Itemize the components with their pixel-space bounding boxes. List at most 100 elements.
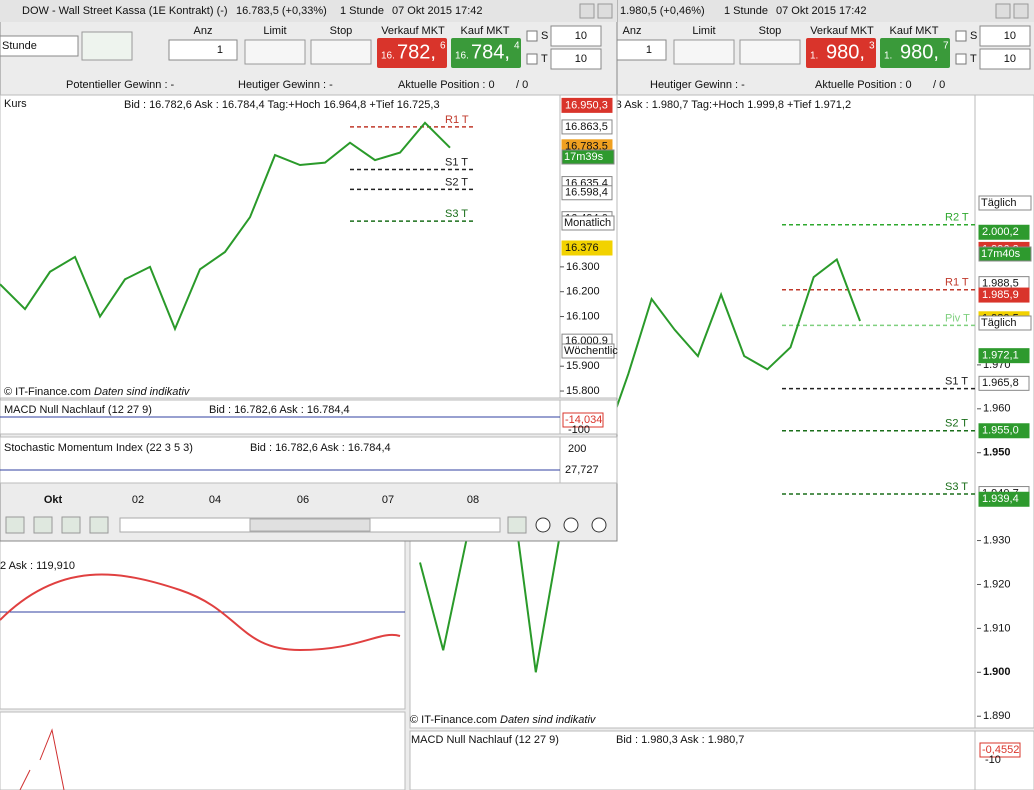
back-left-panel	[0, 540, 406, 710]
macd-bid: Bid : 1.980,3 Ask : 1.980,7	[616, 734, 744, 746]
macd-title: MACD Null Nachlauf (12 27 9)	[4, 404, 152, 416]
price-marker-label: 1.972,1	[982, 350, 1019, 362]
status: Potentieller Gewinn : -	[66, 79, 175, 91]
price-marker	[561, 185, 613, 201]
minimize-button[interactable]	[995, 3, 1011, 19]
y-tick-label: 16.200	[566, 286, 600, 298]
x-tick-label: Okt	[44, 494, 63, 506]
disclaimer: Daten sind indikativ	[94, 386, 191, 398]
label: Stop	[330, 25, 353, 37]
y-tick-label: 1.890	[983, 710, 1011, 722]
y-tick-label: 16.300	[566, 261, 600, 273]
qty-value: 10	[575, 53, 587, 65]
y-tick-label: 1.920	[983, 578, 1011, 590]
x-tick-label: 06	[297, 494, 309, 506]
label: Verkauf MKT	[381, 25, 445, 37]
sell-price: 782,	[397, 41, 436, 63]
buy-button[interactable]	[880, 38, 950, 68]
limit-button[interactable]	[244, 39, 306, 65]
minimize-button[interactable]	[579, 3, 595, 19]
bid-ask: Bid : 1.980,3 Ask : 1.980,7 Tag:+Hoch 1.…	[560, 99, 851, 111]
qty-value: 10	[1004, 53, 1016, 65]
interval: 1 Stunde	[724, 5, 768, 17]
buy-price-pip: 7	[943, 41, 949, 52]
qty-input[interactable]	[550, 48, 602, 70]
stop-button[interactable]	[310, 39, 372, 65]
price-marker-label: 2.000,2	[982, 226, 1019, 238]
y-tick-label: 1.910	[983, 622, 1011, 634]
anz-value: 1	[217, 44, 223, 56]
marker-note-box	[561, 343, 615, 359]
marker-note: 17m39s	[564, 151, 604, 163]
qty-input[interactable]	[979, 25, 1031, 47]
zoom-fit-button[interactable]	[535, 517, 551, 533]
bid-ask: Bid : 16.782,6 Ask : 16.784,4 Tag:+Hoch …	[124, 99, 440, 111]
price-marker	[978, 423, 1030, 439]
macd-tick: -100	[568, 424, 590, 436]
price-marker-label: 16.598,4	[565, 187, 608, 199]
label: Anz	[623, 25, 642, 37]
macd-value-box	[979, 742, 1021, 758]
macd-tick: -10	[985, 754, 1001, 766]
checkbox[interactable]	[526, 30, 538, 42]
timeframe-select[interactable]	[0, 35, 79, 57]
label: Verkauf MKT	[810, 25, 874, 37]
sell-price-prefix: 1.	[810, 51, 818, 62]
tool-button[interactable]	[33, 516, 53, 534]
price-marker	[978, 348, 1030, 364]
status: / 0	[933, 79, 945, 91]
pivot-label: R2 T	[945, 212, 969, 224]
checkbox[interactable]	[955, 53, 967, 65]
marker-note-box	[978, 315, 1032, 331]
price-marker	[978, 224, 1030, 240]
stop-button[interactable]	[739, 39, 801, 65]
zoom-out-button[interactable]	[563, 517, 579, 533]
chart-label: Kurs	[4, 98, 27, 110]
x-tick-label: 07	[382, 494, 394, 506]
date: 07 Okt 2015 17:42	[392, 5, 483, 17]
title-price: 1.980,5 (+0,46%)	[620, 5, 705, 17]
y-tick-label: 16.100	[566, 310, 600, 322]
qty-input[interactable]	[550, 25, 602, 47]
buy-button[interactable]	[451, 38, 521, 68]
close-button[interactable]	[1013, 3, 1029, 19]
qty-input[interactable]	[979, 48, 1031, 70]
price-marker	[561, 97, 613, 113]
anz-input[interactable]	[168, 39, 238, 61]
interval: 1 Stunde	[340, 5, 384, 17]
checkbox[interactable]	[955, 30, 967, 42]
tool-button[interactable]	[89, 516, 109, 534]
copyright: © IT-Finance.com	[4, 386, 91, 398]
zoom-in-button[interactable]	[591, 517, 607, 533]
status: Aktuelle Position : 0	[398, 79, 495, 91]
front-window: DOW - Wall Street Kassa (1E Kontrakt) (-…	[0, 0, 618, 542]
anz-value: 1	[646, 44, 652, 56]
close-button[interactable]	[597, 3, 613, 19]
limit-button[interactable]	[673, 39, 735, 65]
stoch-title: Stochastic Momentum Index (22 3 5 3)	[4, 442, 193, 454]
buy-price-pip: 4	[514, 41, 520, 52]
sell-button[interactable]	[377, 38, 447, 68]
macd-value: -14,034	[565, 414, 602, 426]
price-marker-label: 1.939,4	[982, 493, 1019, 505]
chart-type-button[interactable]	[81, 31, 133, 61]
pivot-label: R1 T	[945, 277, 969, 289]
checkbox-label: T	[970, 53, 977, 65]
front-chart-area	[0, 94, 561, 399]
price-marker-label: 1.955,0	[982, 425, 1019, 437]
tool-button[interactable]	[61, 516, 81, 534]
sell-button[interactable]	[806, 38, 876, 68]
scroll-thumb[interactable]	[249, 518, 371, 532]
macd-value-box	[562, 412, 604, 428]
price-marker	[561, 240, 613, 256]
status: Heutiger Gewinn : -	[238, 79, 333, 91]
checkbox[interactable]	[526, 53, 538, 65]
price-marker-label: 1.965,8	[982, 377, 1019, 389]
back-macd-axis	[974, 730, 1034, 790]
tool-button[interactable]	[507, 516, 527, 534]
buy-price: 980,	[900, 41, 939, 63]
stoch-tick: 200	[568, 443, 586, 455]
y-tick-label: 1.930	[983, 534, 1011, 546]
tool-button[interactable]	[5, 516, 25, 534]
